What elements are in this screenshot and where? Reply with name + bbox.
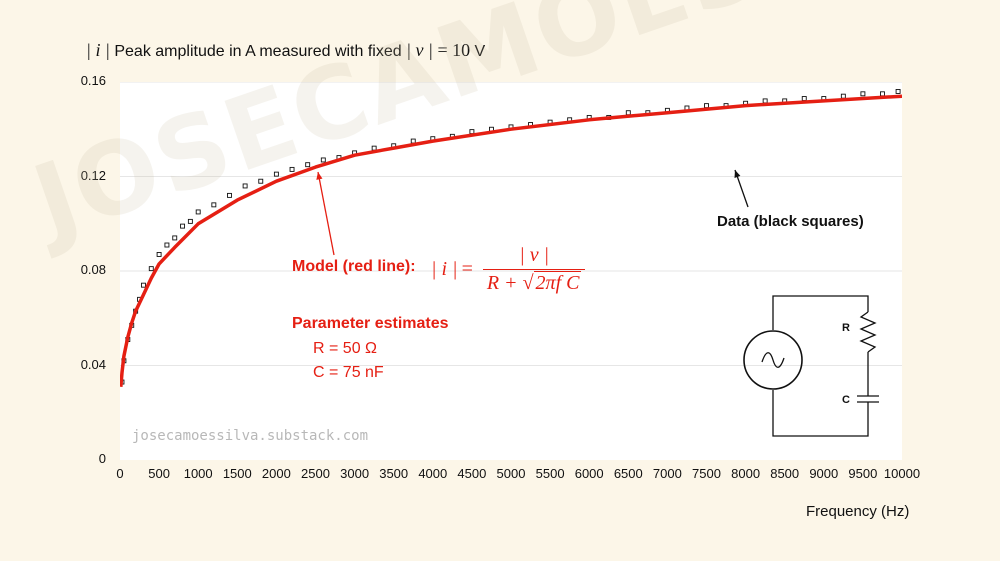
y-tick-label: 0.12 [80, 167, 106, 183]
data-point [258, 178, 264, 184]
x-tick-label: 4500 [457, 466, 487, 481]
title-abs-i: | i | [86, 40, 110, 60]
eq-lhs: | i | [431, 258, 458, 280]
eq-fraction: | v | R + √ 2πf C [482, 244, 586, 295]
data-point [141, 282, 146, 288]
circuit-top-wire [772, 295, 869, 330]
param-r: R = 50 Ω [313, 340, 377, 357]
model-annotation: Model (red line): [292, 258, 416, 275]
title-text: Peak amplitude in A measured with fixed [114, 43, 402, 60]
y-tick-label: 0.04 [80, 356, 106, 372]
x-tick-label: 9500 [848, 466, 878, 481]
x-tick-label: 0 [116, 466, 124, 481]
title-abs-v: | v | [406, 40, 433, 60]
circuit-r-label: R [842, 322, 850, 334]
data-point [625, 110, 631, 116]
x-tick-label: 7000 [652, 466, 682, 481]
x-tick-label: 1000 [183, 466, 213, 481]
x-axis-label: Frequency (Hz) [806, 503, 910, 520]
x-tick-label: 2000 [261, 466, 291, 481]
data-point [172, 235, 178, 241]
chart-title: | i | Peak amplitude in A measured with … [86, 40, 485, 61]
eq-radicand: 2πf C [533, 271, 582, 294]
model-line [120, 94, 902, 387]
chart-svg [120, 82, 902, 387]
title-eq: = 10 [437, 40, 471, 60]
x-tick-label: 10000 [883, 466, 921, 481]
model-equation: | i | = | v | R + √ 2πf C [431, 244, 586, 295]
ac-source-icon [743, 330, 803, 390]
data-point [187, 218, 193, 224]
y-tick-label: 0 [98, 451, 106, 466]
data-point [195, 209, 201, 215]
data-point [762, 98, 768, 104]
data-arrow-icon [734, 169, 749, 208]
data-point [371, 145, 377, 151]
data-point [242, 183, 248, 189]
params-title: Parameter estimates [292, 315, 449, 332]
circuit-c-label: C [842, 394, 850, 406]
eq-denominator: R + √ 2πf C [482, 269, 586, 295]
data-point [156, 252, 162, 257]
title-unit: V [474, 43, 486, 60]
eq-equals: = [461, 258, 473, 280]
data-point [860, 91, 866, 97]
site-url: josecamoessilva.substack.com [132, 428, 369, 444]
data-point [410, 138, 416, 144]
data-point [273, 171, 279, 177]
x-tick-label: 4000 [418, 466, 448, 481]
x-tick-label: 8000 [731, 466, 761, 481]
y-tick-label: 0.08 [80, 262, 106, 277]
x-tick-label: 3500 [379, 466, 409, 481]
data-point [227, 192, 232, 198]
data-point [289, 166, 295, 172]
eq-sqrt-icon: √ [522, 272, 534, 294]
x-tick-label: 3000 [340, 466, 370, 481]
model-arrow-icon [316, 171, 335, 256]
x-tick-label: 5500 [535, 466, 565, 481]
data-point [801, 96, 807, 101]
x-tick-label: 9000 [809, 466, 839, 481]
plot-area [120, 82, 902, 460]
data-annotation: Data (black squares) [717, 213, 864, 230]
circuit-diagram [743, 295, 879, 437]
data-point [164, 242, 170, 248]
param-c: C = 75 nF [313, 364, 384, 381]
x-tick-label: 500 [148, 466, 170, 481]
x-tick-label: 7500 [692, 466, 721, 481]
eq-den-left: R + [486, 272, 518, 294]
circuit-bottom-wire [772, 390, 869, 437]
sine-wave-icon [761, 352, 785, 368]
data-point [840, 93, 846, 99]
eq-numerator: | v | [519, 244, 550, 266]
data-point [148, 266, 154, 272]
resistor-icon [859, 311, 877, 353]
x-tick-label: 6000 [574, 466, 604, 481]
y-tick-label: 0.16 [80, 73, 106, 88]
data-point [320, 157, 326, 163]
data-point [895, 88, 901, 94]
x-tick-label: 5000 [496, 466, 526, 481]
data-point [180, 223, 186, 229]
x-tick-label: 1500 [222, 466, 252, 481]
x-tick-label: 8500 [770, 466, 800, 481]
x-tick-label: 6500 [613, 466, 643, 481]
data-point [305, 162, 311, 168]
data-point [211, 202, 217, 208]
data-point [469, 129, 475, 135]
data-point [880, 91, 885, 97]
x-tick-label: 2500 [301, 466, 330, 481]
data-point [704, 103, 709, 109]
